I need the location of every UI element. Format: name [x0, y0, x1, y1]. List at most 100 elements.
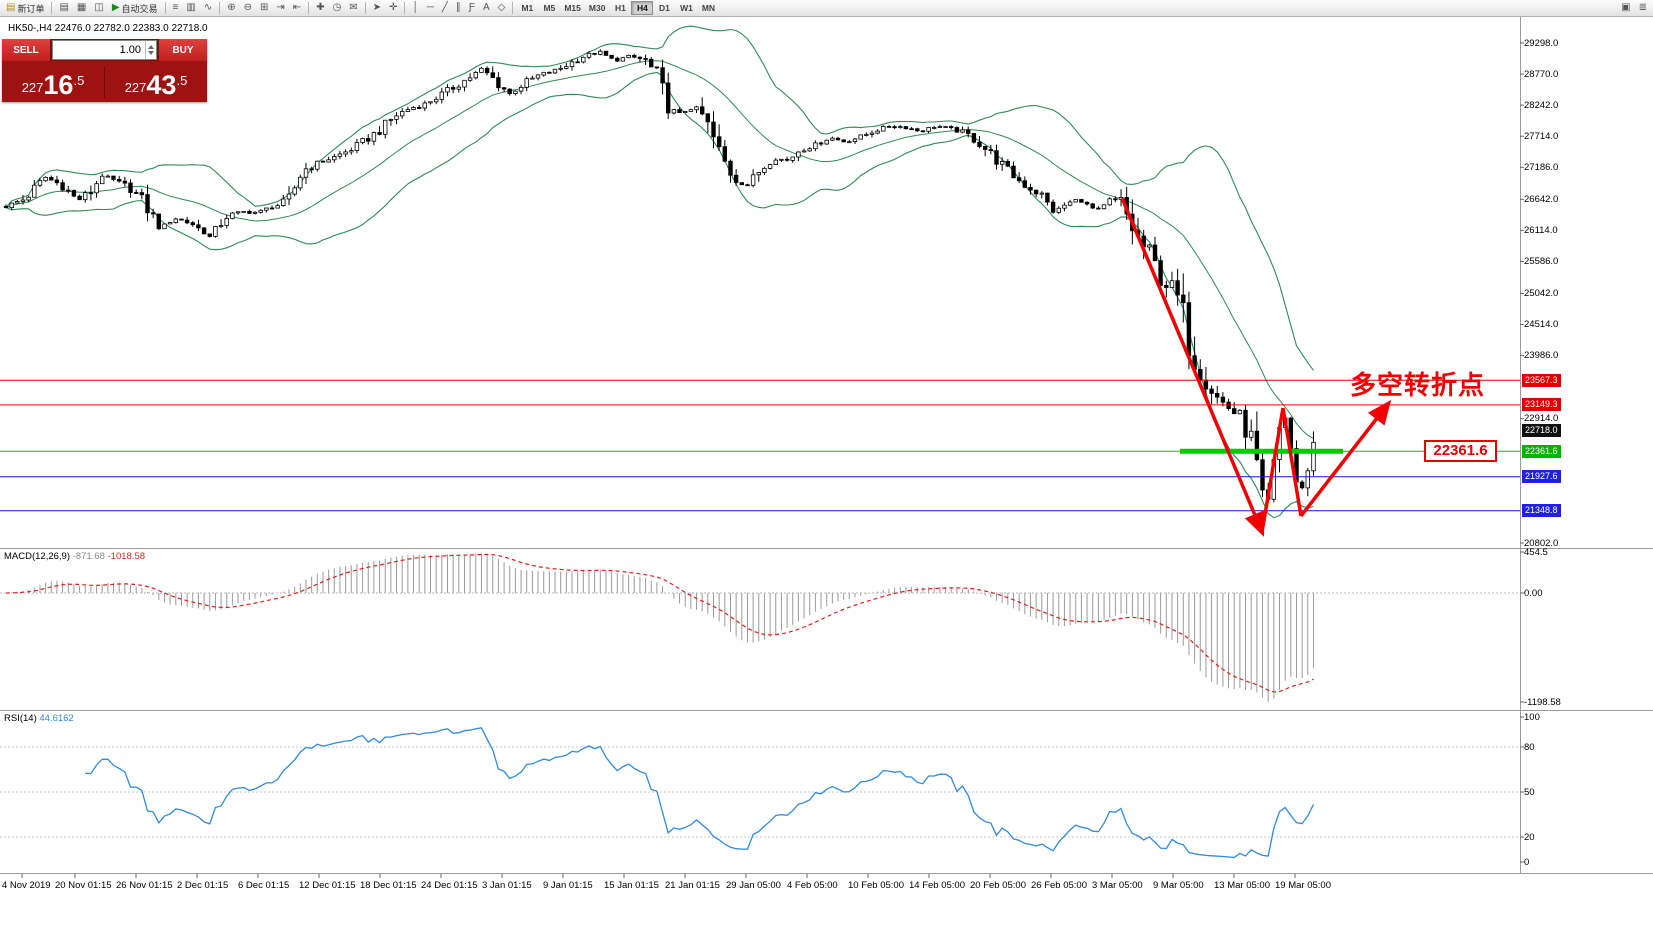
- volume-spinner[interactable]: [145, 41, 156, 59]
- tile-windows-icon: ⊞: [260, 2, 269, 13]
- candles-chart-icon[interactable]: ▥: [182, 1, 199, 16]
- profiles-icon: ▦: [76, 2, 87, 13]
- toolbar-separator: [51, 2, 53, 14]
- line-chart-icon[interactable]: ∿: [200, 1, 216, 16]
- search-icon: ▣: [1621, 2, 1631, 13]
- volume-input[interactable]: 1.00: [52, 40, 157, 60]
- price-axis-label: 23986.0: [1524, 350, 1559, 362]
- bars-chart-icon[interactable]: ≡: [169, 1, 183, 16]
- timeframe-button-M1[interactable]: M1: [521, 3, 534, 13]
- text-icon[interactable]: A: [479, 1, 494, 16]
- timeframe-button-W1[interactable]: W1: [680, 3, 693, 13]
- new-order-button[interactable]: ▤ 新订单: [2, 1, 48, 16]
- channel-icon[interactable]: ∥: [452, 1, 465, 16]
- price-axis-label: 22914.0: [1524, 413, 1559, 425]
- price-axis-tag: 21927.6: [1522, 470, 1561, 484]
- new-order-icon: ▤: [6, 2, 16, 13]
- price-axis-label: 28242.0: [1524, 99, 1559, 111]
- chart-shift-icon[interactable]: ⇤: [289, 1, 305, 16]
- fibonacci-icon[interactable]: Ƒ: [465, 1, 479, 16]
- time-axis-label: 21 Jan 01:15: [665, 880, 720, 891]
- bars-chart-icon: ≡: [172, 2, 179, 13]
- macd-indicator-label: MACD(12,26,9) -871.68 -1018.58: [4, 551, 145, 562]
- time-axis-label: 3 Mar 05:00: [1092, 880, 1143, 891]
- timeframe-button-M5[interactable]: M5: [543, 3, 556, 13]
- buy-button[interactable]: BUY: [159, 39, 207, 61]
- time-axis-label: 20 Feb 05:00: [970, 880, 1026, 891]
- timeframe-button-H4[interactable]: H4: [631, 1, 654, 15]
- macd-value-main: -871.68: [72, 551, 105, 562]
- new-chart-icon: ▤: [59, 2, 69, 13]
- sell-price-suffix: .5: [73, 72, 85, 88]
- spinner-down-icon[interactable]: [148, 51, 154, 55]
- toolbar-separator: [404, 2, 406, 14]
- rsi-axis-label: 20: [1524, 831, 1535, 843]
- spinner-up-icon[interactable]: [148, 45, 154, 49]
- timeframe-button-M30[interactable]: M30: [588, 3, 606, 13]
- rsi-axis-label: 80: [1524, 741, 1535, 753]
- cursor-icon: ➤: [372, 2, 382, 13]
- options-icon: ≣: [1638, 2, 1647, 13]
- chart-ohlc-header: HK50-,H4 22476.0 22782.0 22383.0 22718.0: [8, 23, 208, 34]
- new-chart-icon[interactable]: ▤: [55, 1, 72, 16]
- timeframe-button-M15[interactable]: M15: [564, 3, 581, 13]
- cursor-icon[interactable]: ➤: [369, 1, 385, 16]
- macd-axis-label: 454.5: [1524, 546, 1548, 558]
- sell-price-prefix: 227: [21, 79, 44, 95]
- time-axis-label: 10 Feb 05:00: [848, 880, 904, 891]
- crosshair-icon[interactable]: ✛: [385, 1, 401, 16]
- price-axis-tag: 23567.3: [1522, 373, 1561, 387]
- rsi-axis-label: 50: [1524, 786, 1535, 798]
- indicators-icon: ✚: [316, 2, 325, 13]
- price-axis-label: 26642.0: [1524, 193, 1559, 205]
- macd-name: MACD(12,26,9): [4, 551, 70, 562]
- indicators-icon[interactable]: ✚: [312, 1, 328, 16]
- zoom-out-icon: ⊖: [243, 2, 253, 13]
- candles-chart-icon: ▥: [186, 2, 196, 13]
- price-axis[interactable]: 29298.0 28770.0 28242.0 27714.0 27186.0 26642…: [1521, 0, 1653, 942]
- vertical-line-icon[interactable]: │: [408, 1, 422, 16]
- auto-scroll-icon[interactable]: ⇥: [272, 1, 288, 16]
- data-window-icon[interactable]: ◫: [90, 1, 107, 16]
- periods-icon[interactable]: ◷: [329, 1, 346, 16]
- time-axis-label: 26 Feb 05:00: [1031, 880, 1087, 891]
- toolbar-separator: [364, 2, 366, 14]
- toolbar: ▤ 新订单 ▤ ▦ ◫ ▶ 自动交易 ≡ ▥ ∿ ⊕ ⊖ ⊞ ⇥ ⇤ ✚ ◷ ✉ ➤ ✛ │ ─ ╱ ∥ Ƒ A ◇ M1 M5 M15 M…: [0, 0, 1653, 17]
- data-window-icon: ◫: [94, 2, 104, 13]
- vertical-line-icon: │: [412, 2, 419, 13]
- time-axis-label: 18 Dec 01:15: [360, 880, 417, 891]
- profiles-icon[interactable]: ▦: [73, 1, 90, 16]
- price-axis-tag: 21348.8: [1522, 504, 1561, 518]
- timeframe-button-D1[interactable]: D1: [659, 3, 670, 13]
- search-icon[interactable]: ▣: [1617, 1, 1634, 16]
- auto-trading-button[interactable]: ▶ 自动交易: [108, 1, 162, 16]
- buy-price: 227 43.5: [105, 65, 207, 99]
- toolbar-separator: [219, 2, 221, 14]
- channel-icon: ∥: [455, 2, 461, 13]
- horizontal-line-icon: ─: [426, 2, 434, 13]
- price-axis-label: 29298.0: [1524, 37, 1559, 49]
- shapes-icon[interactable]: ◇: [494, 1, 510, 16]
- tile-windows-icon[interactable]: ⊞: [256, 1, 272, 16]
- time-axis[interactable]: 4 Nov 2019 20 Nov 01:15 26 Nov 01:15 2 Dec …: [0, 874, 1653, 902]
- horizontal-line-icon[interactable]: ─: [423, 1, 438, 16]
- line-chart-icon: ∿: [203, 2, 213, 13]
- templates-icon[interactable]: ✉: [345, 1, 361, 16]
- trendline-icon[interactable]: ╱: [438, 1, 452, 16]
- timeframe-button-MN[interactable]: MN: [701, 3, 716, 13]
- chart-shift-icon: ⇤: [292, 2, 302, 13]
- zoom-in-icon[interactable]: ⊕: [223, 1, 239, 16]
- price-axis-label: 27714.0: [1524, 130, 1559, 142]
- rsi-axis-label: 0: [1524, 856, 1530, 868]
- timeframe-button-H1[interactable]: H1: [615, 3, 626, 13]
- rsi-value: 44.6162: [39, 713, 74, 724]
- sell-button[interactable]: SELL: [2, 39, 50, 61]
- rsi-name: RSI(14): [4, 713, 37, 724]
- options-icon[interactable]: ≣: [1635, 1, 1651, 16]
- sell-price: 227 16.5: [2, 65, 104, 99]
- toolbar-separator: [308, 2, 310, 14]
- zoom-out-icon[interactable]: ⊖: [240, 1, 256, 16]
- trendline-icon: ╱: [441, 2, 448, 13]
